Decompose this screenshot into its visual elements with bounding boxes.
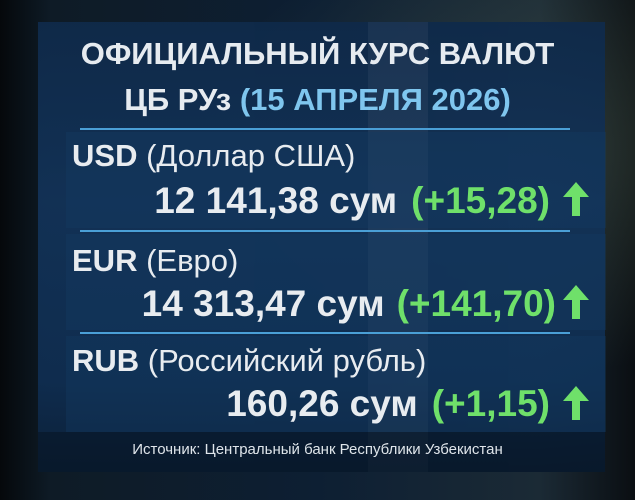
currency-label-eur: EUR (Евро) [72, 243, 238, 279]
issuer: ЦБ РУз [124, 82, 232, 117]
rate-value-usd: 12 141,38 сум (+15,28) [154, 180, 550, 222]
currency-name: (Доллар США) [146, 138, 356, 173]
up-arrow-icon [563, 285, 589, 319]
rate-row-bg [66, 132, 606, 228]
rate-amount: 12 141,38 сум [154, 180, 398, 221]
up-arrow-icon [563, 182, 589, 216]
divider [80, 332, 570, 334]
rate-value-rub: 160,26 сум (+1,15) [226, 383, 550, 425]
up-arrow-icon [563, 386, 589, 420]
rate-amount: 14 313,47 сум [141, 283, 385, 324]
rate-board-panel [38, 22, 605, 472]
rate-row-bg [66, 336, 606, 432]
rate-value-eur: 14 313,47 сум (+141,70) [141, 283, 556, 325]
rate-amount: 160,26 сум [226, 383, 418, 424]
currency-code: USD [72, 138, 138, 173]
rate-row-bg [66, 234, 606, 330]
board-title: ОФИЦИАЛЬНЫЙ КУРС ВАЛЮТ [80, 36, 555, 71]
currency-name: (Российский рубль) [147, 343, 427, 378]
source-bar [38, 432, 605, 472]
divider [80, 230, 570, 232]
rate-date: (15 АПРЕЛЯ 2026) [239, 82, 511, 117]
rate-change: (+1,15) [431, 383, 550, 424]
board-subtitle: ЦБ РУз (15 АПРЕЛЯ 2026) [0, 82, 635, 118]
rate-change: (+15,28) [411, 180, 550, 221]
currency-code: RUB [72, 343, 140, 378]
source-note: Источник: Центральный банк Республики Уз… [132, 441, 503, 458]
currency-name: (Евро) [146, 243, 239, 278]
currency-label-rub: RUB (Российский рубль) [72, 343, 426, 379]
divider [80, 128, 570, 130]
currency-label-usd: USD (Доллар США) [72, 138, 355, 174]
currency-code: EUR [72, 243, 138, 278]
rate-change: (+141,70) [396, 283, 556, 324]
